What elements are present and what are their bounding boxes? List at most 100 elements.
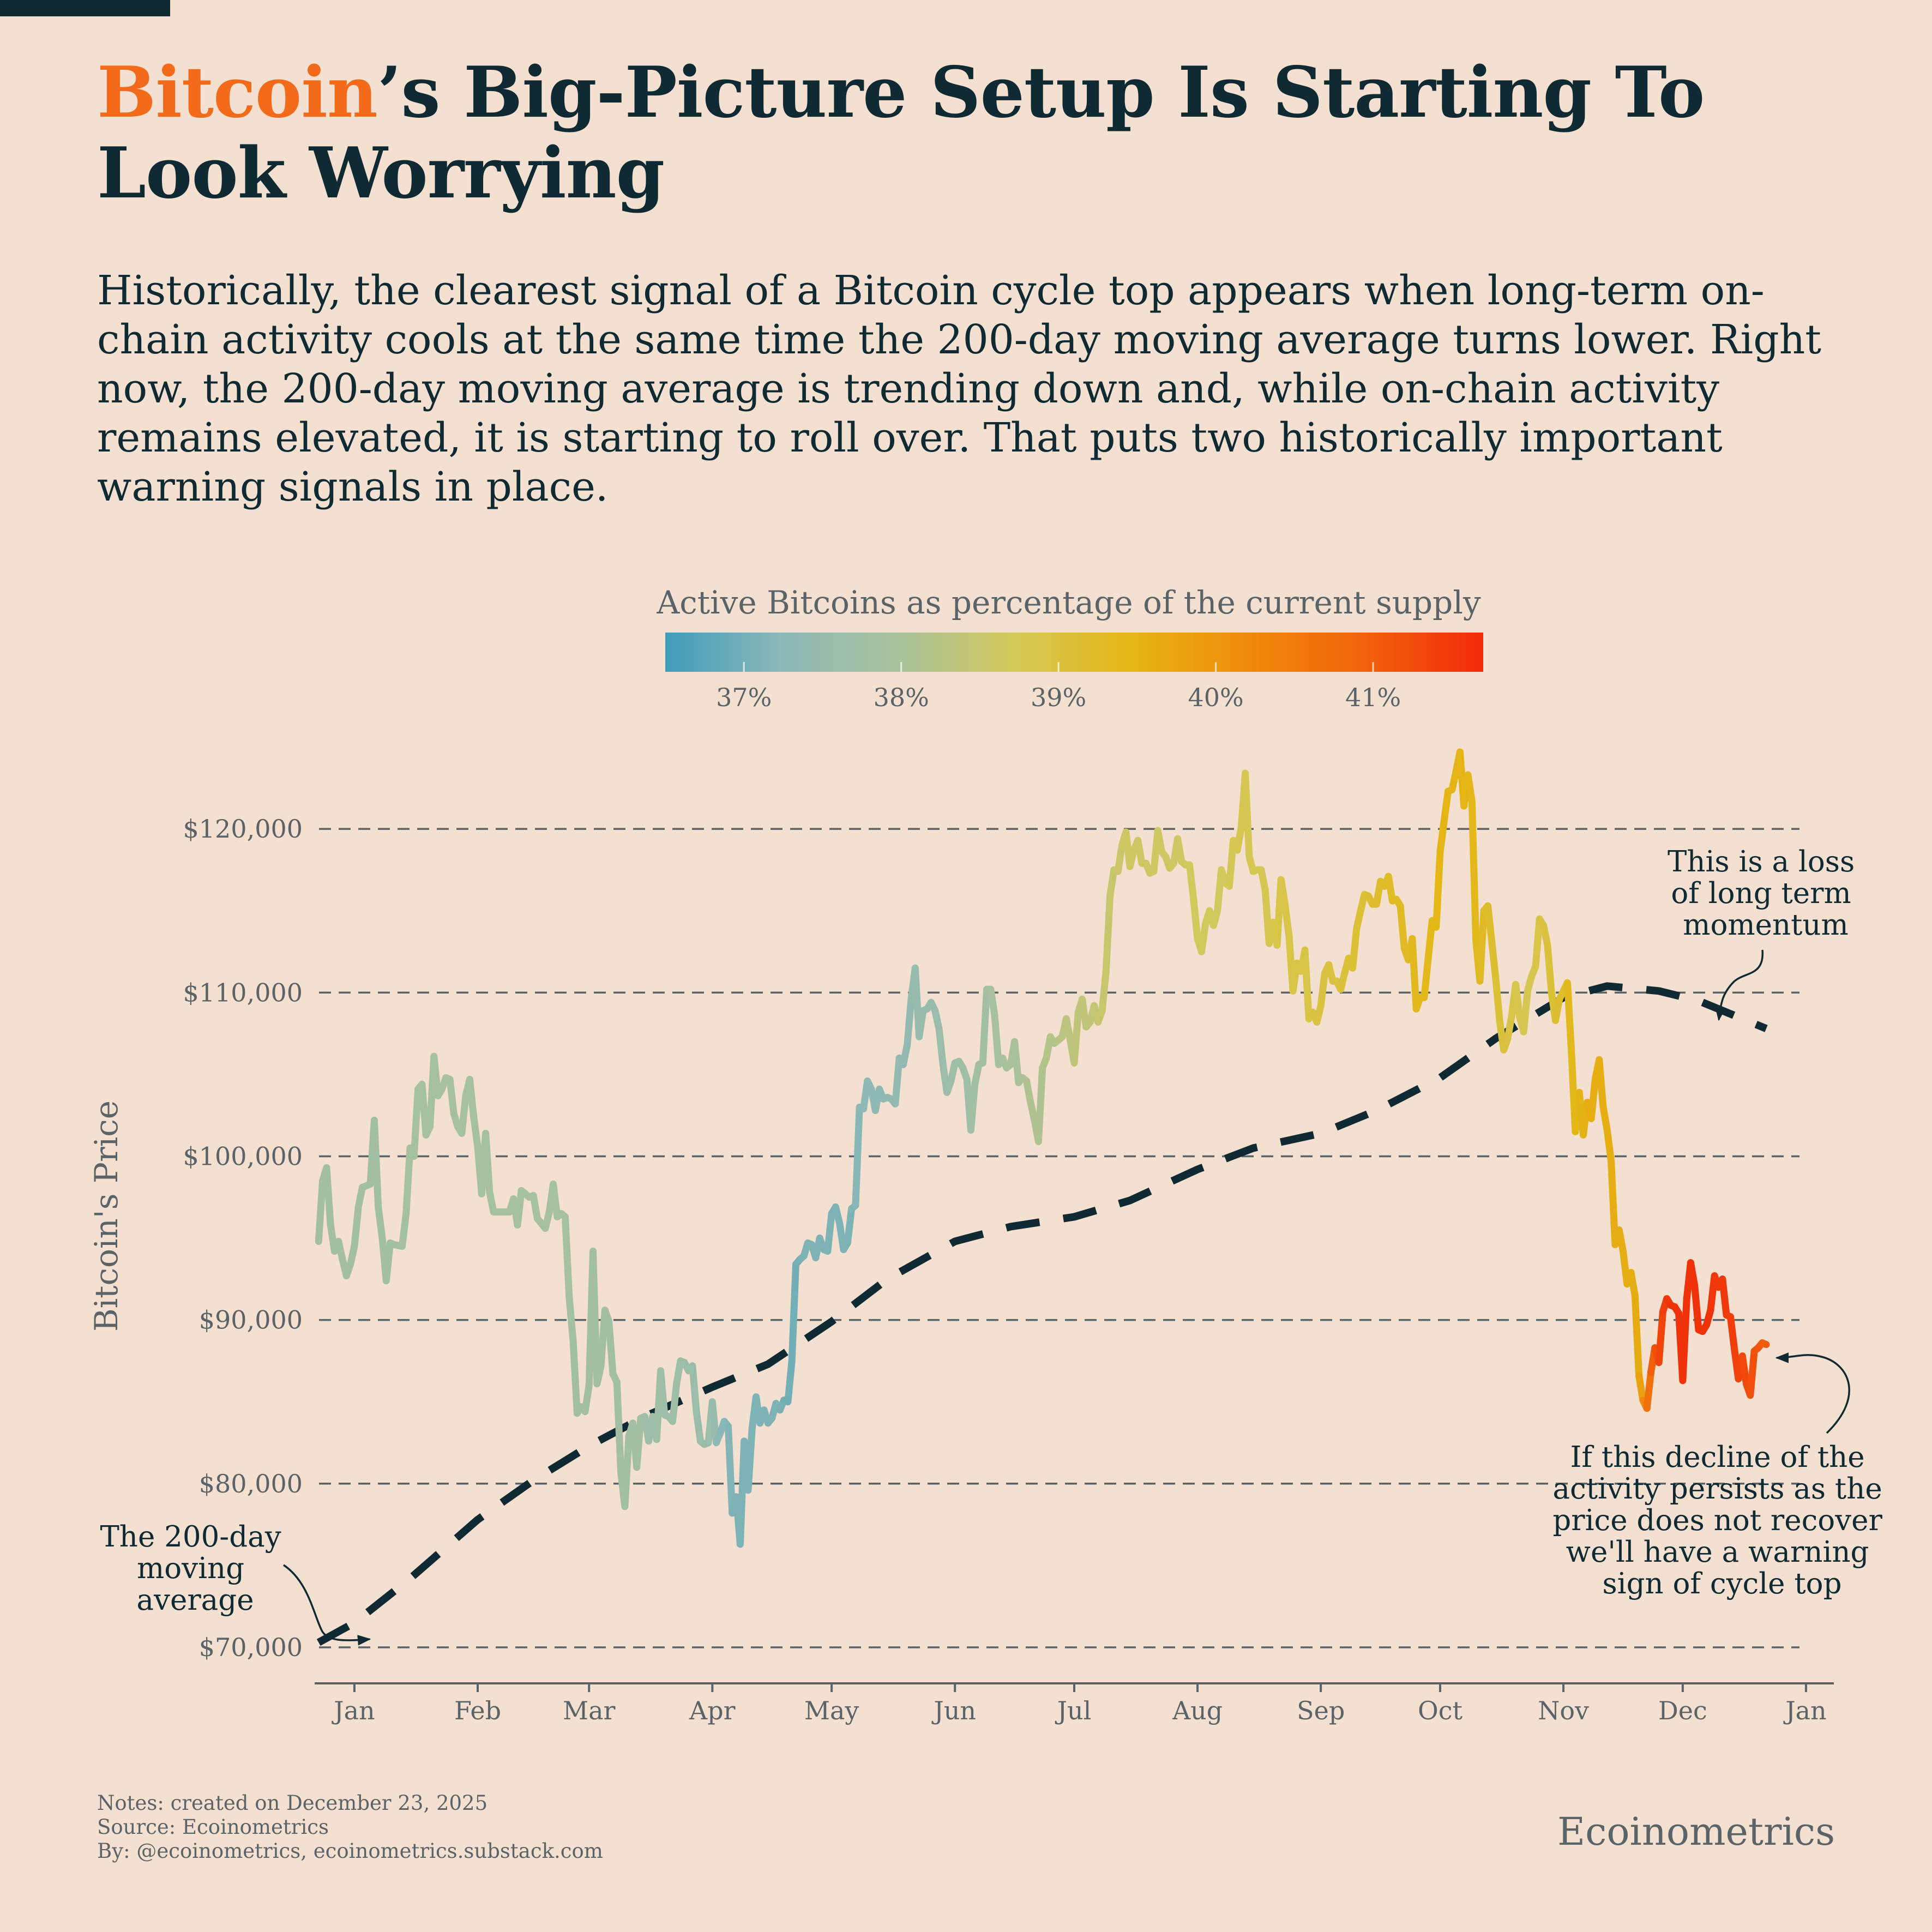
price-segment (1349, 925, 1361, 972)
x-tick-label: Jul (1055, 1696, 1092, 1725)
price-segment (382, 1239, 394, 1285)
price-segment (1424, 917, 1436, 962)
price-segment (1643, 1369, 1654, 1412)
price-segment (633, 1415, 645, 1471)
price-segment (466, 1075, 478, 1121)
price-segment (1532, 915, 1543, 970)
colorbar-title: Active Bitcoins as percentage of the cur… (656, 584, 1481, 621)
price-segment (1719, 1275, 1730, 1319)
price-segment (1635, 1372, 1647, 1404)
price-segment (1421, 954, 1432, 1001)
price-segment (1468, 797, 1480, 944)
annotation-ma200-text: The 200-day moving average (100, 1520, 290, 1617)
price-series (315, 748, 1770, 1548)
price-segment (1023, 1077, 1034, 1106)
footer-notes: Notes: created on December 23, 2025 Sour… (97, 1791, 603, 1863)
x-tick-label: Jan (332, 1696, 375, 1725)
grid-lines (319, 828, 1799, 1648)
price-segment (1062, 1015, 1074, 1044)
price-segment (1504, 1012, 1515, 1042)
x-tick-label: Feb (454, 1696, 501, 1725)
price-segment (458, 1092, 470, 1137)
price-segment (1034, 1064, 1046, 1145)
price-segment (1409, 935, 1420, 1013)
price-segment (1190, 895, 1201, 942)
price-segment (1492, 976, 1503, 1026)
annotation-warning: If this decline of the activity persists… (1552, 1352, 1891, 1600)
subtitle: Historically, the clearest signal of a B… (97, 267, 1821, 510)
price-segment (375, 1203, 386, 1242)
colorbar-bar (665, 633, 1483, 672)
price-segment (991, 1012, 1002, 1068)
price-segment (1759, 1339, 1770, 1349)
price-segment (1587, 1075, 1599, 1122)
price-segment (1385, 872, 1396, 905)
footer-notes-date: Notes: created on December 23, 2025 (97, 1791, 488, 1815)
price-segment (916, 1007, 927, 1040)
x-tick-label: Apr (689, 1696, 736, 1725)
title-rest: ’s Big-Picture Setup Is Starting To Look… (97, 52, 1705, 214)
colorbar: Active Bitcoins as percentage of the cur… (656, 584, 1483, 712)
price-segment (1301, 946, 1313, 1022)
price-segment (589, 1248, 601, 1388)
price-segment (597, 1307, 609, 1370)
price-segment (1106, 866, 1118, 900)
x-tick-label: Aug (1172, 1696, 1223, 1725)
price-segment (987, 985, 998, 1019)
x-tick-label: Sep (1297, 1696, 1345, 1725)
x-axis: Jan Feb Mar Apr May Jun Jul Aug Sep Oct Nov Dec Jan (332, 1683, 1827, 1725)
y-tick-label: $70,000 (199, 1633, 303, 1662)
footer-by: By: @ecoinometrics, ecoinometrics.substa… (97, 1839, 603, 1863)
price-segment (669, 1380, 681, 1425)
price-segment (613, 1379, 625, 1476)
price-segment (1726, 1313, 1738, 1353)
price-segment (1186, 861, 1197, 903)
price-segment (1691, 1282, 1702, 1334)
price-segment (1520, 987, 1531, 1036)
y-tick-label: $100,000 (183, 1141, 303, 1171)
price-segment (852, 1103, 863, 1209)
price-segment (1687, 1259, 1699, 1290)
title-accent: Bitcoin (97, 52, 378, 134)
price-segment (418, 1080, 430, 1139)
price-segment (1563, 979, 1575, 1054)
price-segment (1599, 1103, 1611, 1134)
price-segment (351, 1203, 362, 1250)
price-segment (1484, 902, 1496, 946)
price-segment (402, 1144, 414, 1217)
price-segment (744, 1424, 756, 1494)
price-segment (1433, 848, 1444, 931)
price-segment (673, 1357, 684, 1388)
price-segment (1596, 1056, 1607, 1111)
y-axis-label: Bitcoin's Price (88, 1100, 125, 1332)
y-tick-label: $110,000 (183, 978, 303, 1007)
price-segment (1440, 787, 1452, 824)
footer-source: Source: Ecoinometrics (97, 1815, 329, 1839)
price-segment (1154, 827, 1165, 856)
colorbar-tick-label: 40% (1188, 683, 1243, 712)
annotation-momentum-arrow (1715, 949, 1764, 1021)
price-segment (657, 1367, 669, 1419)
price-segment (315, 1177, 327, 1245)
price-segment (1281, 900, 1293, 939)
price-segment (788, 1261, 799, 1365)
price-segment (904, 995, 915, 1049)
price-segment (1397, 902, 1408, 952)
price-segment (1464, 771, 1476, 805)
price-segment (824, 1210, 835, 1255)
y-axis: $70,000 $80,000 $90,000 $100,000 $110,000 $12… (183, 814, 303, 1662)
annotation-ma200: The 200-day moving average (100, 1520, 371, 1646)
price-segment (470, 1113, 482, 1150)
price-segment (482, 1129, 493, 1196)
price-segment (399, 1210, 410, 1250)
price-segment (1603, 1126, 1615, 1165)
price-segment (689, 1362, 700, 1416)
price-segment (1070, 1008, 1082, 1067)
annotation-warning-text: If this decline of the activity persists… (1552, 1441, 1891, 1600)
price-segment (323, 1164, 334, 1229)
price-segment (430, 1052, 442, 1099)
price-segment (1488, 938, 1500, 983)
price-segment (1747, 1347, 1758, 1399)
price-segment (1615, 1226, 1627, 1255)
price-segment (1134, 836, 1146, 867)
